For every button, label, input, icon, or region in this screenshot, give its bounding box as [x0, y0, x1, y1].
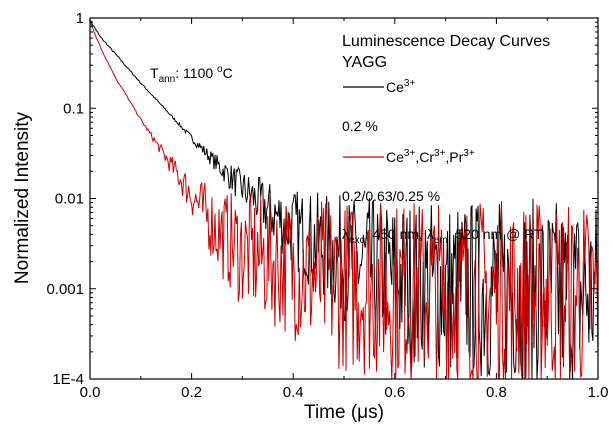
y-axis-title: Normalized Intensity	[12, 111, 33, 284]
chart-subtitle: YAGG	[342, 54, 387, 71]
legend-label-ce: Ce3+	[386, 78, 415, 95]
x-tick-label: 0.4	[283, 384, 304, 401]
x-tick-label: 0.2	[181, 384, 202, 401]
x-tick-label: 0.8	[486, 384, 507, 401]
y-tick-label: 1E-4	[52, 371, 84, 388]
x-tick-label: 0.6	[384, 384, 405, 401]
anneal-symbol: T	[150, 65, 159, 81]
y-tick-label: 0.1	[63, 100, 84, 117]
chart-title: Luminescence Decay Curves	[342, 33, 550, 50]
x-axis-title: Time (μs)	[304, 402, 384, 423]
legend-label-ce-cr-pr: Ce3+,Cr3+,Pr3+	[386, 148, 475, 165]
excitation-emission-note: λexc: 450 nm, λem: 520 nm @ RT	[342, 226, 543, 246]
degree-mark: o	[217, 64, 223, 75]
anneal-annotation: Tann: 1100 oC	[150, 64, 233, 85]
anneal-unit: C	[223, 65, 233, 81]
anneal-subscript: ann	[159, 74, 176, 85]
legend: Luminescence Decay Curves YAGG Ce3+ 0.2 …	[342, 33, 550, 246]
y-tick-label: 1	[76, 10, 84, 27]
legend-concentration-ce-cr-pr: 0.2/0.63/0.25 %	[342, 188, 440, 204]
series-line-1	[89, 20, 599, 380]
legend-concentration-ce: 0.2 %	[342, 118, 378, 134]
x-tick-label: 1.0	[588, 384, 609, 401]
anneal-value: : 1100	[175, 65, 217, 81]
x-tick-label: 0.0	[80, 384, 101, 401]
axis-tick-labels: 0.0 0.2 0.4 0.6 0.8 1.0 1E-4 0.001 0.01 0.1 1	[46, 10, 608, 401]
data-curves	[89, 20, 599, 380]
axis-ticks	[89, 17, 599, 380]
y-tick-label: 0.01	[55, 191, 84, 208]
y-tick-label: 0.001	[46, 281, 84, 298]
